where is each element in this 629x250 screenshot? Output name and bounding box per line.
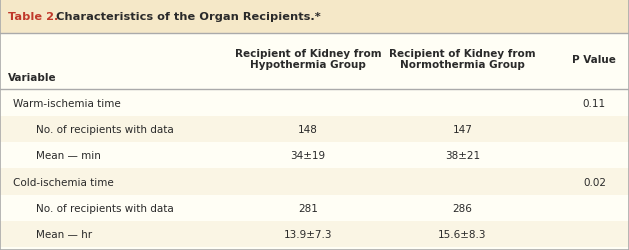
Text: 13.9±7.3: 13.9±7.3: [284, 230, 333, 239]
Text: Recipient of Kidney from
Hypothermia Group: Recipient of Kidney from Hypothermia Gro…: [235, 48, 382, 70]
Text: Mean — min: Mean — min: [36, 151, 101, 160]
FancyBboxPatch shape: [0, 142, 629, 169]
FancyBboxPatch shape: [0, 0, 629, 34]
Text: Variable: Variable: [8, 72, 56, 83]
FancyBboxPatch shape: [0, 248, 629, 250]
Text: 147: 147: [452, 124, 472, 134]
FancyBboxPatch shape: [0, 195, 629, 221]
Text: Characteristics of the Organ Recipients.*: Characteristics of the Organ Recipients.…: [52, 12, 320, 22]
Text: 286: 286: [452, 203, 472, 213]
FancyBboxPatch shape: [0, 90, 629, 116]
Text: Recipient of Kidney from
Normothermia Group: Recipient of Kidney from Normothermia Gr…: [389, 48, 536, 70]
Text: 281: 281: [298, 203, 318, 213]
Text: 0.02: 0.02: [583, 177, 606, 187]
FancyBboxPatch shape: [0, 221, 629, 248]
Text: 148: 148: [298, 124, 318, 134]
Text: 38±21: 38±21: [445, 151, 480, 160]
Text: Table 2.: Table 2.: [8, 12, 58, 22]
Text: 0.11: 0.11: [583, 98, 606, 108]
Text: No. of recipients with data: No. of recipients with data: [36, 124, 174, 134]
Text: No. of recipients with data: No. of recipients with data: [36, 203, 174, 213]
Text: Mean — hr: Mean — hr: [36, 230, 92, 239]
FancyBboxPatch shape: [0, 169, 629, 195]
FancyBboxPatch shape: [0, 116, 629, 142]
Text: Cold-ischemia time: Cold-ischemia time: [13, 177, 113, 187]
Text: 34±19: 34±19: [291, 151, 326, 160]
Text: P Value: P Value: [572, 54, 616, 64]
Text: Warm-ischemia time: Warm-ischemia time: [13, 98, 120, 108]
Text: 15.6±8.3: 15.6±8.3: [438, 230, 487, 239]
